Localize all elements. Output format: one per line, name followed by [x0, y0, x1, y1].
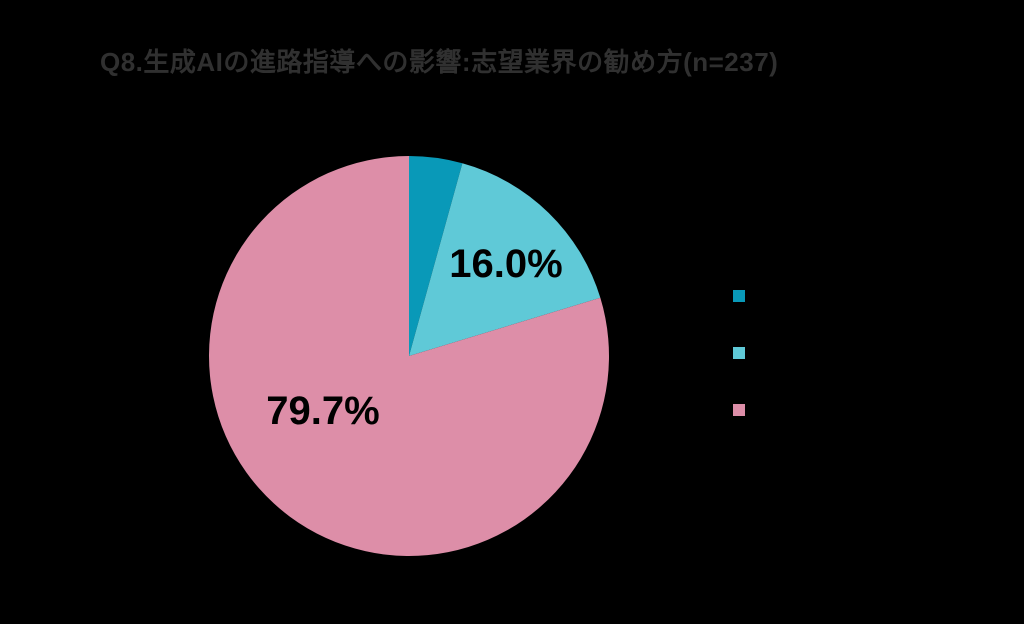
- legend-item-2: [733, 347, 745, 359]
- data-label-pink-slice: 79.7%: [266, 389, 380, 433]
- legend: [733, 290, 745, 461]
- chart-title: Q8.生成AIの進路指導への影響:志望業界の勧め方(n=237): [100, 47, 779, 77]
- pie-slice-1: [409, 156, 463, 356]
- legend-item-3: [733, 404, 745, 416]
- pie-slice-2: [409, 163, 601, 356]
- data-label-cyan-slice: 16.0%: [449, 242, 563, 286]
- pie-slice-3: [208, 156, 609, 556]
- legend-swatch-pink: [733, 404, 745, 416]
- legend-swatch-cyan: [733, 347, 745, 359]
- legend-swatch-teal: [733, 290, 745, 302]
- legend-item-1: [733, 290, 745, 302]
